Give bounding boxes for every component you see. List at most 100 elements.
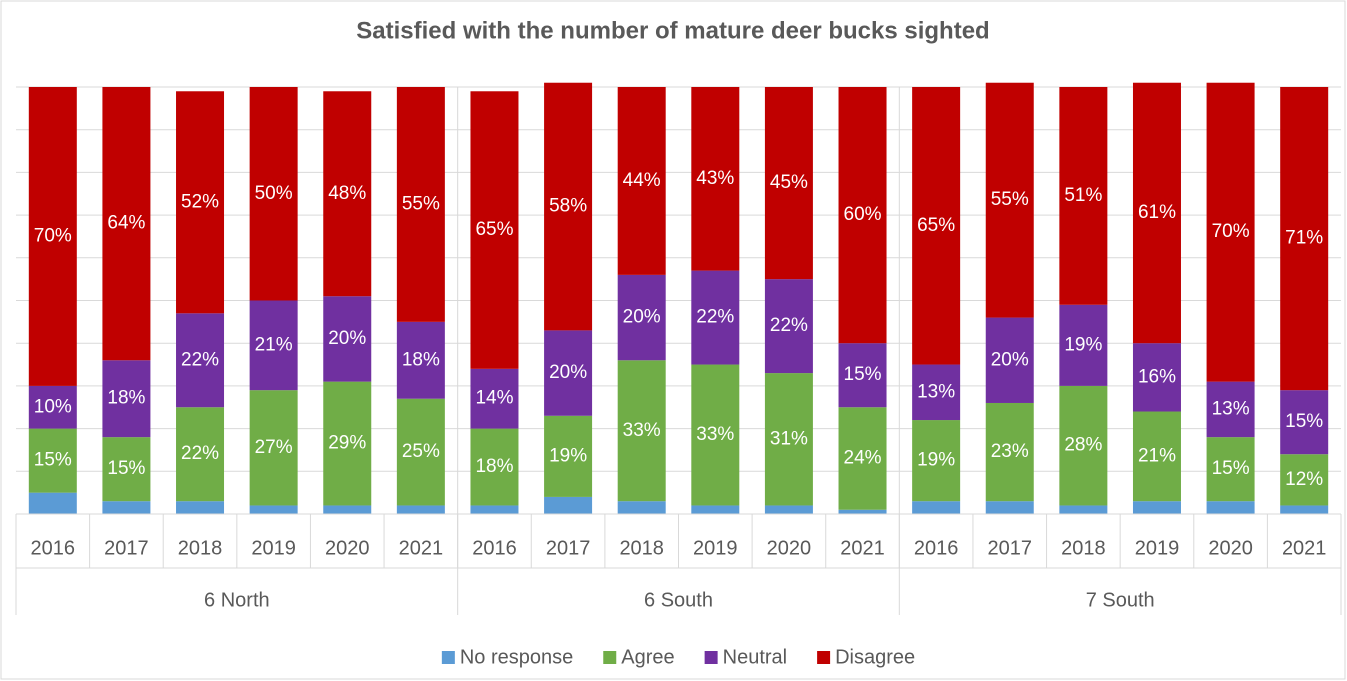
bar-segment — [176, 313, 225, 408]
group-label: 6 North — [204, 589, 270, 611]
bar-segment — [249, 505, 298, 514]
data-label: 45% — [770, 172, 808, 193]
group-label: 7 South — [1086, 589, 1155, 611]
bar-segment — [985, 402, 1034, 502]
data-label: 15% — [1285, 411, 1323, 432]
bar-segment — [838, 343, 887, 408]
bar-segment — [1132, 501, 1181, 514]
bar-segment — [912, 501, 961, 514]
data-label: 22% — [181, 443, 219, 464]
data-label: 44% — [623, 170, 661, 191]
bar-segment — [1059, 385, 1108, 506]
bar-segment — [1132, 343, 1181, 412]
data-label: 22% — [696, 307, 734, 328]
data-label: 65% — [917, 215, 955, 236]
x-tick-label: 2017 — [546, 537, 591, 559]
data-label: 23% — [991, 441, 1029, 462]
data-label: 10% — [34, 396, 72, 417]
x-tick-label: 2019 — [1135, 537, 1180, 559]
x-tick-label: 2017 — [104, 537, 149, 559]
bar-segment — [691, 364, 740, 506]
bar-segment — [396, 87, 445, 322]
data-label: 15% — [34, 450, 72, 471]
data-label: 20% — [991, 349, 1029, 370]
data-label: 29% — [328, 433, 366, 454]
legend-swatch — [817, 651, 831, 664]
bar-segment — [764, 505, 813, 514]
bar-segment — [323, 296, 372, 382]
legend-label: Disagree — [835, 646, 915, 668]
bar-segment — [691, 270, 740, 365]
legend-label: Neutral — [723, 646, 787, 668]
bar-segment — [617, 87, 666, 275]
bar-segment — [28, 428, 77, 493]
data-label: 19% — [917, 450, 955, 471]
x-tick-label: 2018 — [1061, 537, 1106, 559]
data-label: 31% — [770, 428, 808, 449]
bar-segment — [617, 360, 666, 502]
data-label: 65% — [475, 219, 513, 240]
data-label: 19% — [1064, 334, 1102, 355]
x-tick-label: 2020 — [767, 537, 812, 559]
bar-segment — [764, 279, 813, 374]
bar-segment — [1280, 454, 1329, 506]
bar-segment — [470, 505, 519, 514]
data-label: 58% — [549, 196, 587, 217]
bar-segment — [102, 87, 151, 361]
data-label: 61% — [1138, 202, 1176, 223]
x-tick-label: 2020 — [1208, 537, 1253, 559]
x-tick-label: 2019 — [251, 537, 296, 559]
x-tick-label: 2020 — [325, 537, 370, 559]
data-label: 43% — [696, 168, 734, 189]
data-label: 70% — [34, 225, 72, 246]
data-label: 71% — [1285, 228, 1323, 249]
data-label: 52% — [181, 191, 219, 212]
data-label: 55% — [991, 189, 1029, 210]
x-tick-label: 2016 — [472, 537, 517, 559]
x-tick-label: 2016 — [914, 537, 959, 559]
bar-segment — [1206, 82, 1255, 382]
bar-segment — [544, 496, 593, 514]
data-label: 20% — [549, 362, 587, 383]
data-label: 22% — [181, 349, 219, 370]
x-tick-label: 2019 — [693, 537, 738, 559]
bar-segment — [176, 501, 225, 514]
legend-label: No response — [460, 646, 573, 668]
legend-swatch — [704, 651, 718, 664]
data-label: 18% — [402, 349, 440, 370]
bar-segment — [617, 501, 666, 514]
bar-segment — [544, 330, 593, 416]
data-label: 24% — [844, 448, 882, 469]
bar-segment — [838, 509, 887, 514]
bar-segment — [28, 87, 77, 386]
x-tick-label: 2017 — [988, 537, 1033, 559]
data-label: 15% — [1212, 458, 1250, 479]
bar-segment — [28, 385, 77, 429]
x-tick-label: 2021 — [399, 537, 444, 559]
data-label: 51% — [1064, 185, 1102, 206]
data-label: 55% — [402, 193, 440, 214]
bar-segment — [1206, 381, 1255, 438]
data-label: 48% — [328, 183, 366, 204]
bar-segment — [912, 364, 961, 421]
bar-segment — [249, 300, 298, 391]
data-label: 13% — [1212, 398, 1250, 419]
bar-segment — [176, 407, 225, 502]
data-label: 60% — [844, 204, 882, 225]
data-label: 18% — [107, 388, 145, 409]
bar-segment — [838, 87, 887, 344]
data-label: 19% — [549, 445, 587, 466]
data-label: 18% — [475, 456, 513, 477]
data-label: 28% — [1064, 435, 1102, 456]
x-tick-label: 2021 — [1282, 537, 1327, 559]
data-label: 70% — [1212, 221, 1250, 242]
bar-segment — [249, 87, 298, 301]
bar-segment — [912, 87, 961, 365]
bar-segment — [1059, 87, 1108, 305]
bar-segment — [396, 505, 445, 514]
data-label: 15% — [107, 458, 145, 479]
bar-segment — [764, 373, 813, 506]
bar-segment — [470, 428, 519, 506]
bar-segment — [396, 321, 445, 399]
data-label: 12% — [1285, 469, 1323, 490]
